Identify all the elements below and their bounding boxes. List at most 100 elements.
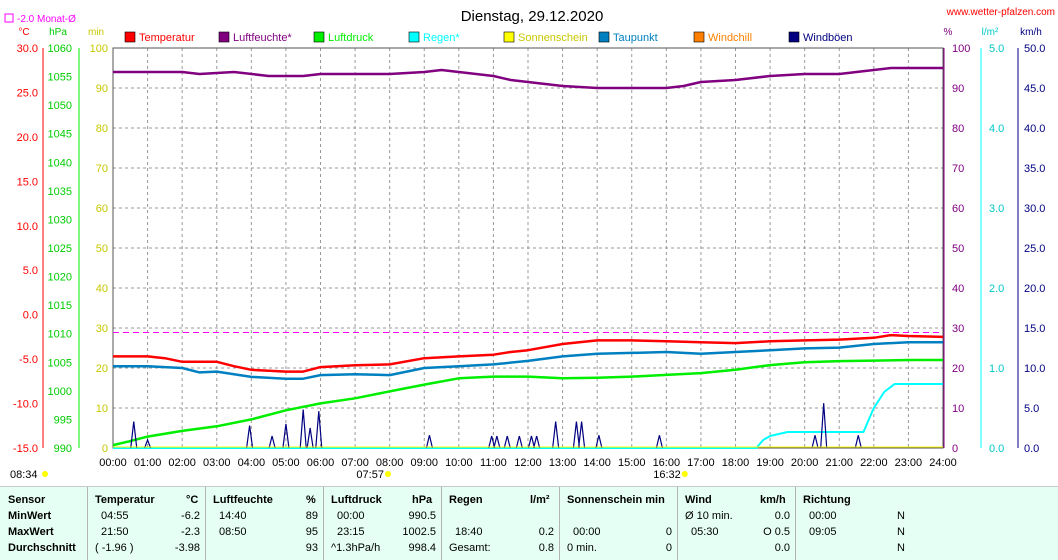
x-tick-label: 17:00 bbox=[687, 457, 715, 469]
wind-tick-label: 50.0 bbox=[1024, 43, 1045, 55]
wind-gust-spike bbox=[488, 435, 496, 449]
stats-table: Sensor MinWert MaxWert Durchschnitt Temp… bbox=[0, 486, 1058, 560]
legend-swatch bbox=[788, 31, 800, 43]
unit-rain: l/m² bbox=[982, 27, 999, 38]
pressure-tick-label: 990 bbox=[54, 443, 72, 455]
wind-gust-spike bbox=[578, 421, 586, 449]
series-line bbox=[113, 383, 943, 449]
x-tick-label: 07:00 bbox=[341, 457, 369, 469]
humidity-header: Luftfeuchte bbox=[213, 494, 273, 506]
table-divider bbox=[323, 487, 324, 560]
sunshine-tick-label: 20 bbox=[96, 363, 108, 375]
x-tick-label: 11:00 bbox=[480, 457, 507, 469]
sun-icon bbox=[42, 471, 48, 477]
table-divider bbox=[87, 487, 88, 560]
pressure-tick-label: 1060 bbox=[48, 43, 72, 55]
legend-label: Luftdruck bbox=[328, 32, 374, 44]
x-tick-label: 02:00 bbox=[168, 457, 196, 469]
legend-swatch bbox=[693, 31, 705, 43]
wind-gust-spike bbox=[595, 435, 603, 449]
wind-gust-spike bbox=[655, 435, 664, 449]
humidity-tick-label: 80 bbox=[952, 123, 964, 135]
wind-max-time: 05:30 bbox=[691, 526, 719, 538]
wind-gust-spike bbox=[820, 403, 828, 449]
wind-gust-spike bbox=[533, 435, 541, 449]
x-tick-label: 06:00 bbox=[307, 457, 335, 469]
pressure-tick-label: 1010 bbox=[48, 329, 72, 341]
sunshine-header: Sonnenschein min bbox=[567, 494, 665, 506]
temperature-tick-label: 5.0 bbox=[23, 265, 38, 277]
wind-tick-label: 40.0 bbox=[1024, 123, 1045, 135]
website-link[interactable]: www.wetter-pfalzen.com bbox=[946, 7, 1055, 18]
legend-swatch bbox=[218, 31, 230, 43]
humidity-avg: 93 bbox=[305, 542, 318, 554]
legend-label: Windböen bbox=[803, 32, 853, 44]
wind-gust-spike bbox=[130, 421, 138, 449]
x-tick-label: 01:00 bbox=[134, 457, 162, 469]
x-tick-label: 14:00 bbox=[583, 457, 611, 469]
humidity-max: 95 bbox=[305, 526, 318, 538]
x-tick-label: 12:00 bbox=[514, 457, 542, 469]
weather-chart: Dienstag, 29.12.2020 www.wetter-pfalzen.… bbox=[4, 7, 1055, 481]
table-divider bbox=[559, 487, 560, 560]
temp-max: -2.3 bbox=[181, 526, 200, 538]
humidity-tick-label: 10 bbox=[952, 403, 964, 415]
pressure-tick-label: 1035 bbox=[48, 186, 72, 198]
rain-tick-label: 4.0 bbox=[989, 123, 1004, 135]
wind-gust-spike bbox=[306, 427, 314, 449]
pressure-header: Luftdruck bbox=[331, 494, 382, 506]
wind-gust-spike bbox=[854, 435, 862, 449]
pressure-tick-label: 1040 bbox=[48, 157, 72, 169]
sunshine-max-time: 00:00 bbox=[573, 526, 601, 538]
temp-min-time: 04:55 bbox=[101, 510, 129, 522]
x-tick-label: 04:00 bbox=[238, 457, 266, 469]
wind-min: 0.0 bbox=[774, 510, 790, 522]
humidity-unit: % bbox=[306, 494, 316, 506]
corner-time-label: 08:34 bbox=[10, 469, 38, 481]
chart-grid bbox=[112, 47, 944, 449]
rain-tick-label: 0.0 bbox=[989, 443, 1004, 455]
direction-max-time: 09:05 bbox=[809, 526, 837, 538]
pressure-tick-label: 1045 bbox=[48, 129, 72, 141]
sunshine-tick-label: 50 bbox=[96, 243, 108, 255]
rain-tick-label: 1.0 bbox=[989, 363, 1004, 375]
monthly-avg-legend-icon bbox=[4, 13, 14, 23]
x-tick-label: 20:00 bbox=[791, 457, 819, 469]
wind-gust-spike bbox=[282, 423, 290, 449]
pressure-tick-label: 1055 bbox=[48, 72, 72, 84]
pressure-min-time: 00:00 bbox=[337, 510, 365, 522]
wind-tick-label: 35.0 bbox=[1024, 163, 1045, 175]
sunshine-tick-label: 60 bbox=[96, 203, 108, 215]
wind-gust-spike bbox=[493, 435, 501, 449]
pressure-tick-label: 1025 bbox=[48, 243, 72, 255]
temperature-tick-label: 20.0 bbox=[17, 132, 38, 144]
x-tick-label: 13:00 bbox=[549, 457, 577, 469]
humidity-tick-label: 50 bbox=[952, 243, 964, 255]
legend-label: Temperatur bbox=[139, 32, 195, 44]
sunshine-max: 0 bbox=[665, 526, 672, 538]
wind-avg: 0.0 bbox=[774, 542, 790, 554]
series-line bbox=[113, 333, 944, 373]
x-tick-label: 23:00 bbox=[895, 457, 923, 469]
sunrise-label: 07:57 bbox=[356, 469, 384, 481]
wind-gust-spike bbox=[144, 438, 152, 449]
x-tick-label: 03:00 bbox=[203, 457, 231, 469]
rain-max: 0.2 bbox=[538, 526, 554, 538]
rain-max-time: 18:40 bbox=[455, 526, 483, 538]
row-label-avg: Durchschnitt bbox=[8, 542, 76, 554]
legend-label: Sonnenschein bbox=[518, 32, 588, 44]
sunrise-icon bbox=[384, 471, 391, 477]
wind-gust-spike bbox=[315, 411, 323, 449]
legend-swatch bbox=[598, 31, 610, 43]
unit-humidity: % bbox=[944, 27, 953, 38]
wind-tick-label: 20.0 bbox=[1024, 283, 1045, 295]
legend-swatch bbox=[503, 31, 515, 43]
temperature-tick-label: 30.0 bbox=[17, 43, 38, 55]
humidity-tick-label: 90 bbox=[952, 83, 964, 95]
temperature-tick-label: -5.0 bbox=[19, 354, 38, 366]
temperature-tick-label: -10.0 bbox=[13, 399, 38, 411]
wind-max: O 0.5 bbox=[763, 526, 790, 538]
x-tick-label: 24:00 bbox=[929, 457, 957, 469]
row-label-sensor: Sensor bbox=[8, 494, 46, 506]
wind-gust-spike bbox=[246, 425, 254, 449]
